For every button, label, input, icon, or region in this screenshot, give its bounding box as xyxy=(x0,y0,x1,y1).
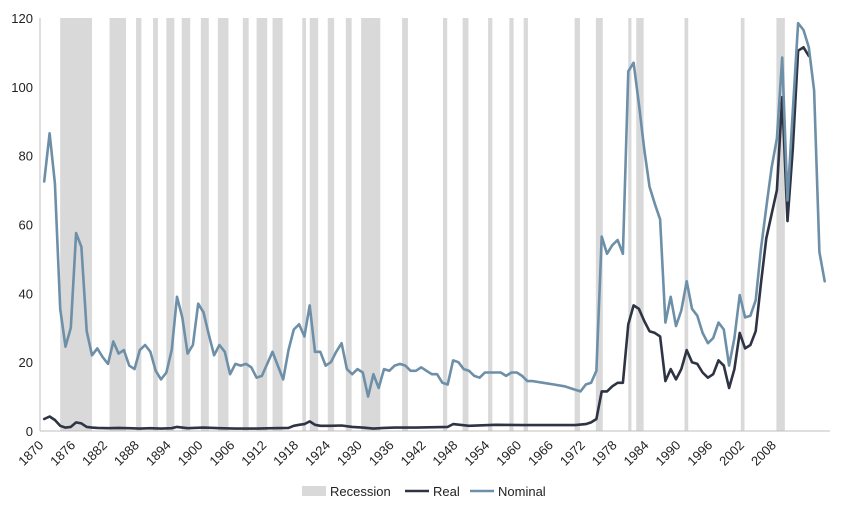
legend-item-nominal: Nominal xyxy=(470,484,546,499)
x-tick-label-1954: 1954 xyxy=(461,438,492,469)
recession-band-9 xyxy=(256,18,268,431)
series-line-nominal xyxy=(42,21,826,398)
x-tick-label-2002: 2002 xyxy=(716,438,747,469)
x-tick-label-1870: 1870 xyxy=(15,438,46,469)
x-tick-label-1990: 1990 xyxy=(652,438,683,469)
y-tick-labels: 0 20 40 60 80 100 120 xyxy=(11,11,33,439)
legend-item-recession: Recession xyxy=(302,484,391,499)
x-tick-label-1972: 1972 xyxy=(557,438,588,469)
y-tick-label-40: 40 xyxy=(19,286,33,301)
x-tick-label-1876: 1876 xyxy=(47,438,78,469)
recession-band-27 xyxy=(740,18,745,431)
legend-swatch-recession xyxy=(302,486,326,496)
x-tick-label-1960: 1960 xyxy=(493,438,524,469)
recession-band-5 xyxy=(181,18,191,431)
y-tick-label-0: 0 xyxy=(26,424,33,439)
series-line-real xyxy=(42,46,811,430)
y-tick-label-80: 80 xyxy=(19,149,33,164)
recession-band-21 xyxy=(523,18,528,431)
recession-band-28 xyxy=(776,18,785,431)
recession-band-8 xyxy=(242,18,249,431)
recession-band-24 xyxy=(628,18,632,431)
x-tick-labels: 1870 1876 1882 1888 1894 1900 1906 1912 1918 1924… xyxy=(15,438,779,469)
x-tick-label-1930: 1930 xyxy=(334,438,365,469)
x-tick-label-1942: 1942 xyxy=(398,438,429,469)
x-tick-label-1936: 1936 xyxy=(366,438,397,469)
legend: Recession Real Nominal xyxy=(302,484,546,499)
y-tick-label-20: 20 xyxy=(19,355,33,370)
recession-band-11 xyxy=(302,18,306,431)
y-tick-label-60: 60 xyxy=(19,218,33,233)
recession-band-1 xyxy=(109,18,127,431)
recession-band-2 xyxy=(136,18,142,431)
recession-band-19 xyxy=(488,18,493,431)
recession-band-25 xyxy=(636,18,644,431)
x-tick-label-1882: 1882 xyxy=(79,438,110,469)
x-tick-label-1900: 1900 xyxy=(175,438,206,469)
x-tick-label-2008: 2008 xyxy=(748,438,779,469)
axes xyxy=(39,18,830,432)
recession-band-17 xyxy=(442,18,448,431)
recession-bands xyxy=(60,18,785,431)
x-tick-label-1984: 1984 xyxy=(621,438,652,469)
legend-label-real: Real xyxy=(433,484,460,499)
x-tick-label-1966: 1966 xyxy=(525,438,556,469)
recession-band-12 xyxy=(309,18,319,431)
recession-band-13 xyxy=(327,18,335,431)
recession-band-7 xyxy=(217,18,229,431)
recession-band-26 xyxy=(684,18,689,431)
recession-band-3 xyxy=(153,18,158,431)
recession-band-6 xyxy=(200,18,209,431)
series-lines xyxy=(42,21,826,430)
x-tick-label-1912: 1912 xyxy=(238,438,269,469)
x-tick-label-1888: 1888 xyxy=(111,438,142,469)
recession-band-14 xyxy=(345,18,352,431)
legend-item-real: Real xyxy=(405,484,460,499)
legend-label-recession: Recession xyxy=(330,484,391,499)
recession-band-23 xyxy=(595,18,603,431)
x-tick-label-1906: 1906 xyxy=(206,438,237,469)
x-tick-label-1918: 1918 xyxy=(270,438,301,469)
x-tick-label-1924: 1924 xyxy=(302,438,333,469)
recession-band-20 xyxy=(509,18,514,431)
recession-band-0 xyxy=(60,18,93,431)
recession-band-4 xyxy=(166,18,175,431)
x-tick-label-1948: 1948 xyxy=(429,438,460,469)
recession-band-22 xyxy=(574,18,580,431)
y-tick-label-100: 100 xyxy=(11,80,33,95)
legend-label-nominal: Nominal xyxy=(498,484,546,499)
recession-band-15 xyxy=(361,18,381,431)
x-tick-label-1996: 1996 xyxy=(684,438,715,469)
recession-band-16 xyxy=(402,18,408,431)
y-tick-label-120: 120 xyxy=(11,11,33,26)
recession-band-18 xyxy=(462,18,469,431)
x-tick-label-1894: 1894 xyxy=(143,438,174,469)
recession-band-10 xyxy=(272,18,283,431)
x-tick-label-1978: 1978 xyxy=(589,438,620,469)
